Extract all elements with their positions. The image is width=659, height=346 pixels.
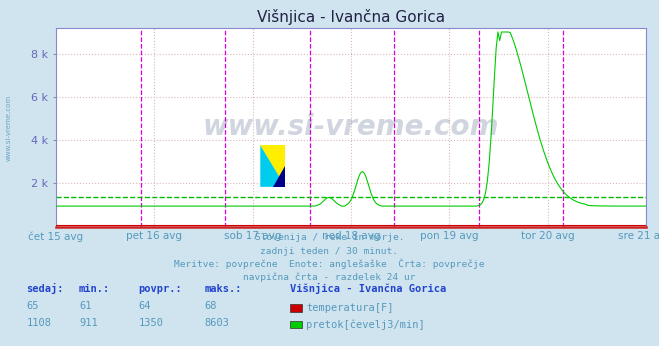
Text: Višnjica - Ivančna Gorica: Višnjica - Ivančna Gorica xyxy=(290,283,446,294)
Text: 911: 911 xyxy=(79,318,98,328)
Text: maks.:: maks.: xyxy=(204,284,242,294)
Text: sedaj:: sedaj: xyxy=(26,283,64,294)
Text: 61: 61 xyxy=(79,301,92,311)
Text: temperatura[F]: temperatura[F] xyxy=(306,303,394,313)
Text: 68: 68 xyxy=(204,301,217,311)
Polygon shape xyxy=(260,145,285,187)
Text: www.si-vreme.com: www.si-vreme.com xyxy=(203,113,499,141)
Text: povpr.:: povpr.: xyxy=(138,284,182,294)
Text: navpična črta - razdelek 24 ur: navpična črta - razdelek 24 ur xyxy=(243,272,416,282)
Text: zadnji teden / 30 minut.: zadnji teden / 30 minut. xyxy=(260,247,399,256)
Text: min.:: min.: xyxy=(79,284,110,294)
Text: pretok[čevelj3/min]: pretok[čevelj3/min] xyxy=(306,320,425,330)
Text: 8603: 8603 xyxy=(204,318,229,328)
Text: Slovenija / reke in morje.: Slovenija / reke in morje. xyxy=(255,234,404,243)
Text: 1350: 1350 xyxy=(138,318,163,328)
Text: 65: 65 xyxy=(26,301,39,311)
Polygon shape xyxy=(260,145,285,187)
Polygon shape xyxy=(273,166,285,187)
Text: 1108: 1108 xyxy=(26,318,51,328)
Text: 64: 64 xyxy=(138,301,151,311)
Text: Meritve: povprečne  Enote: anglešaške  Črta: povprečje: Meritve: povprečne Enote: anglešaške Črt… xyxy=(174,258,485,269)
Title: Višnjica - Ivančna Gorica: Višnjica - Ivančna Gorica xyxy=(257,9,445,25)
Text: www.si-vreme.com: www.si-vreme.com xyxy=(5,95,11,161)
